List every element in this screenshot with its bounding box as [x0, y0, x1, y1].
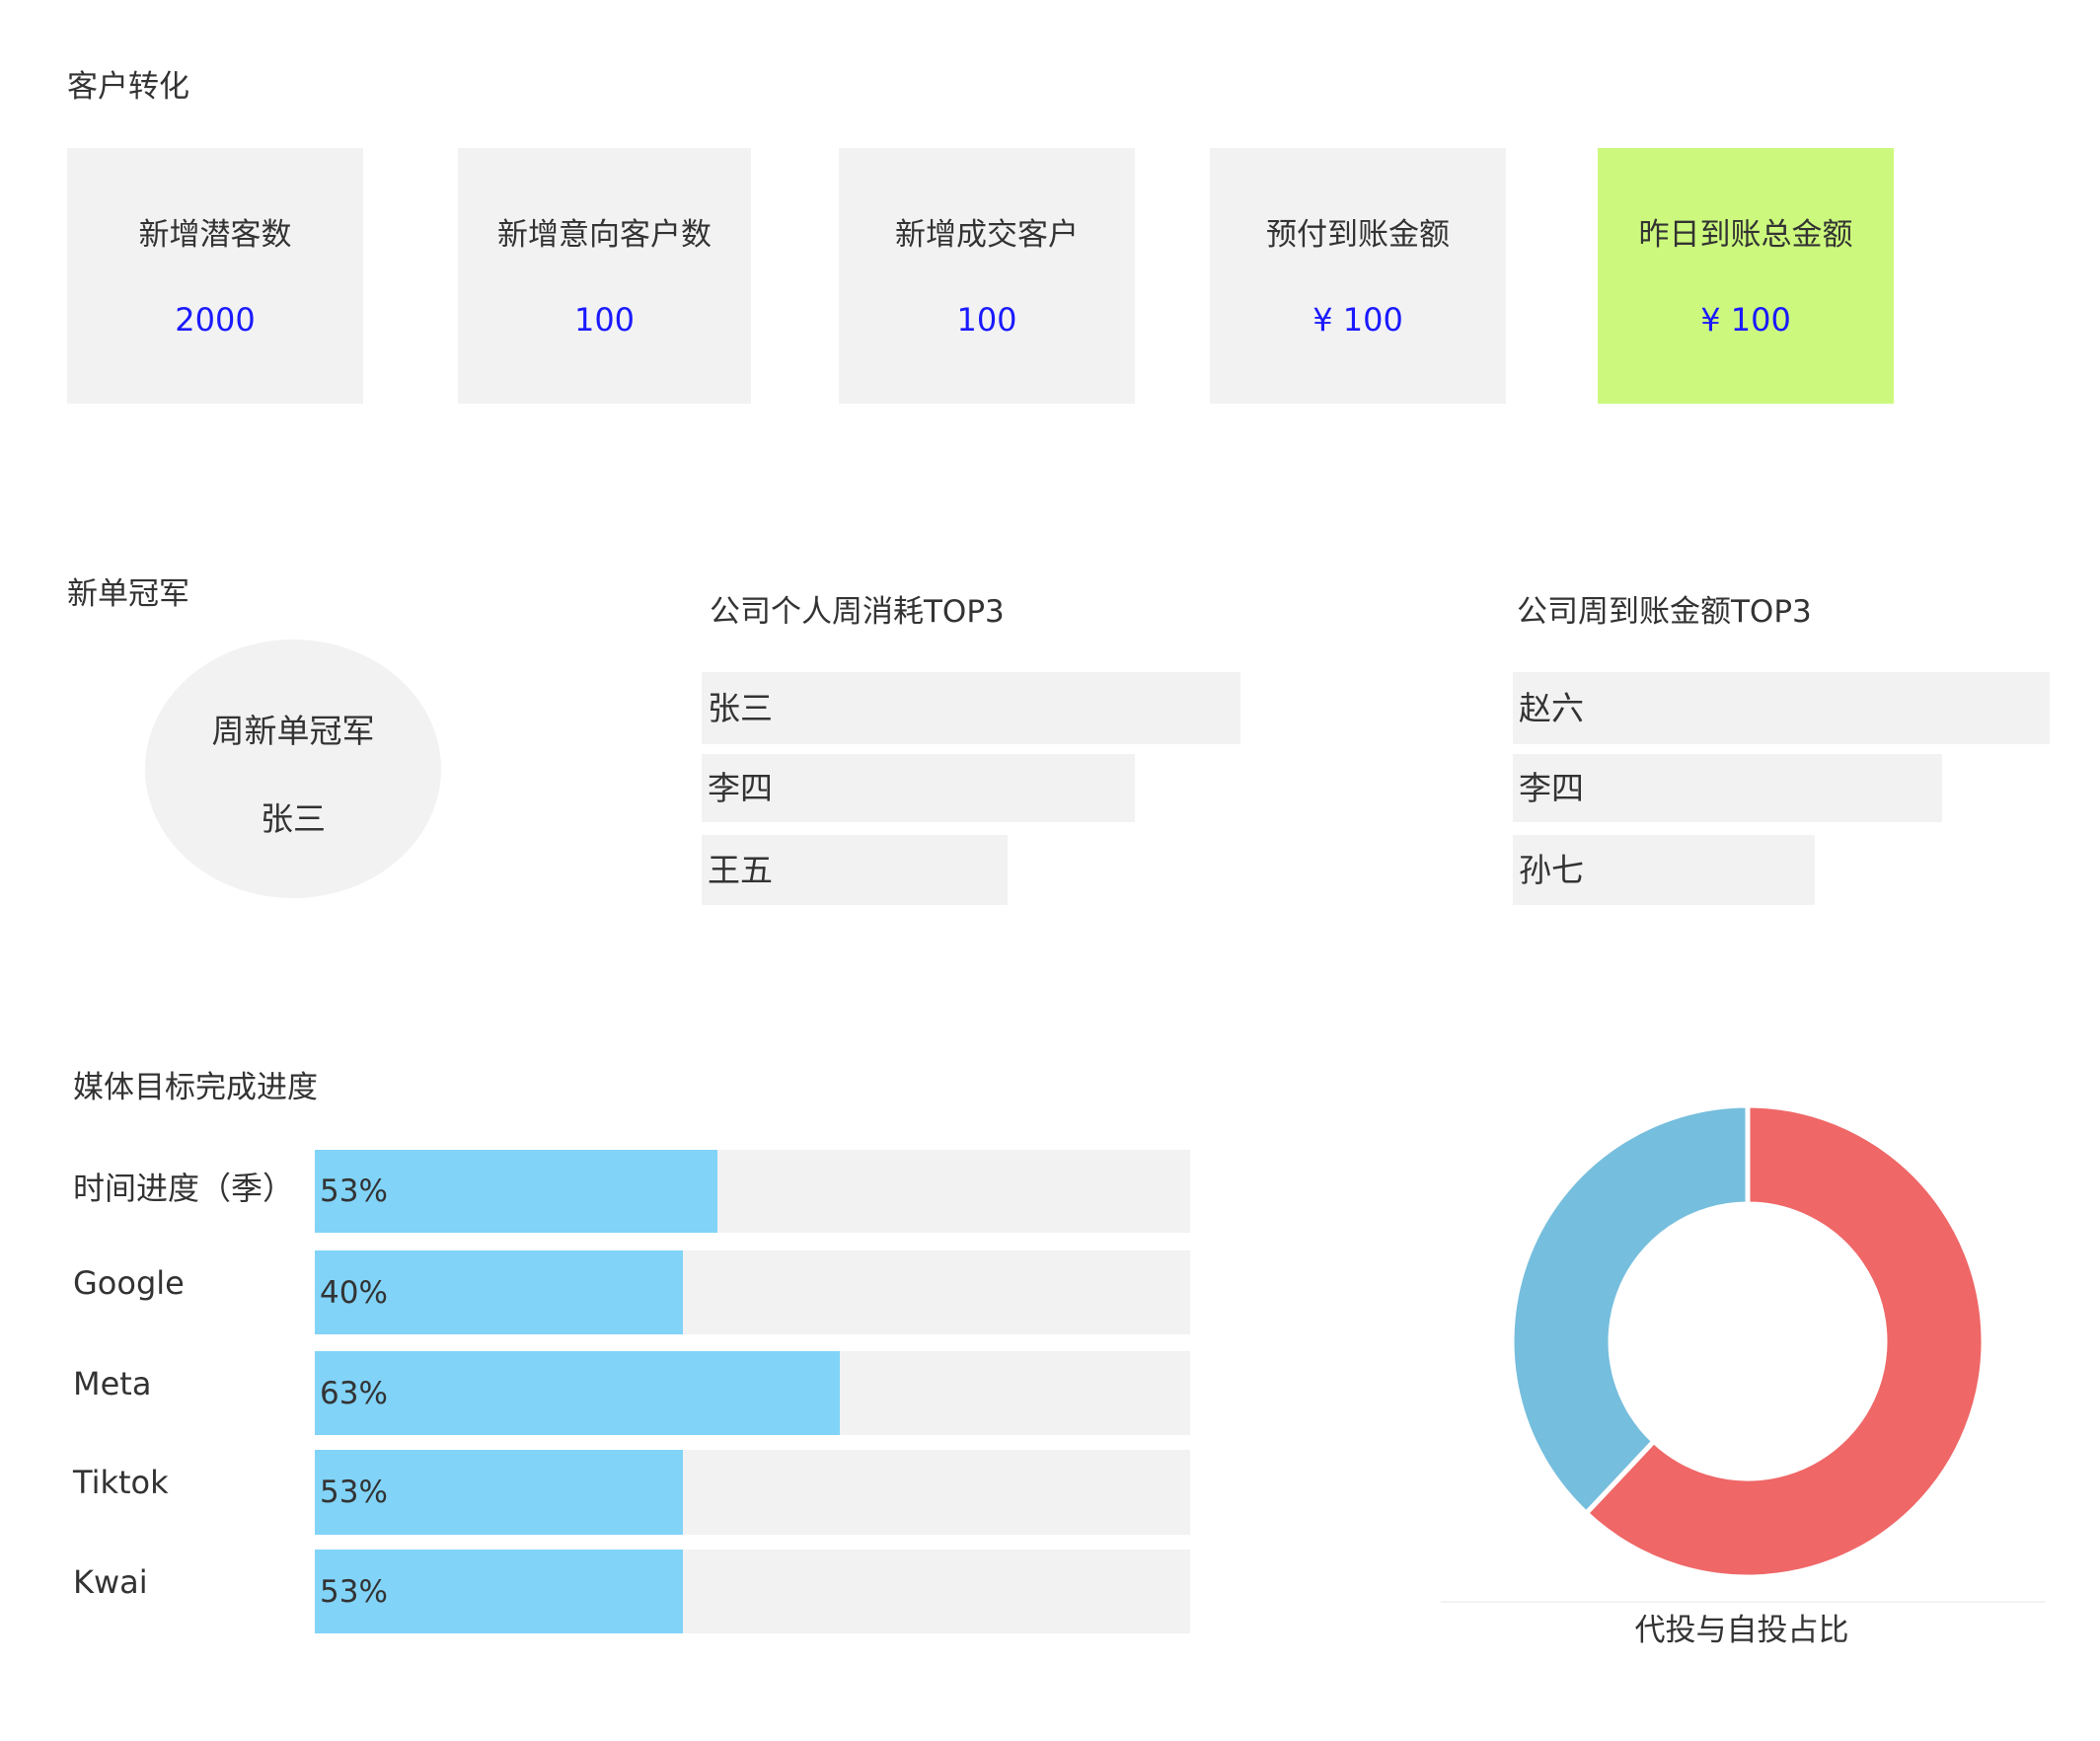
progress-bar: 53%: [315, 1150, 1190, 1233]
section-title-conversion: 客户转化: [67, 69, 189, 105]
progress-label: Meta: [73, 1365, 152, 1402]
progress-value: 53%: [320, 1573, 388, 1610]
stat-label: 昨日到账总金额: [1638, 217, 1853, 253]
champion-name: 张三: [261, 799, 326, 838]
stat-label: 新增成交客户: [895, 217, 1079, 253]
section-title-media-progress: 媒体目标完成进度: [73, 1070, 318, 1105]
donut-slice-1: [1509, 1102, 1751, 1516]
section-title-spend-top3: 公司个人周消耗TOP3: [710, 594, 1005, 630]
champion-badge: 周新单冠军 张三: [145, 640, 441, 898]
stat-value: ¥ 100: [1700, 301, 1791, 339]
champion-badge-label: 周新单冠军: [211, 712, 375, 750]
chart-title: 代投与自投占比: [1635, 1613, 1849, 1648]
stat-label: 预付到账金额: [1266, 217, 1450, 253]
stat-label: 新增潜客数: [138, 217, 292, 253]
stat-card-prepaid-amount: 预付到账金额 ¥ 100: [1210, 148, 1506, 404]
progress-bar: 63%: [315, 1351, 1190, 1435]
progress-fill: [315, 1351, 841, 1435]
stat-value: 100: [956, 301, 1017, 339]
section-title-payment-top3: 公司周到账金额TOP3: [1517, 594, 1812, 630]
stat-value: ¥ 100: [1312, 301, 1403, 339]
progress-value: 53%: [320, 1475, 388, 1510]
progress-label: Google: [73, 1264, 185, 1302]
stat-value: 100: [573, 301, 636, 339]
stat-card-yesterday-total: 昨日到账总金额 ¥ 100: [1598, 148, 1894, 404]
progress-value: 63%: [320, 1375, 388, 1411]
progress-label: 时间进度（季）: [73, 1170, 295, 1207]
progress-fill: [315, 1450, 683, 1535]
spend-rank-1: 张三: [702, 672, 1240, 744]
progress-label: Tiktok: [73, 1464, 169, 1501]
donut-chart: 代投与自投占比: [1441, 1102, 2046, 1648]
progress-fill: [315, 1150, 718, 1233]
progress-value: 40%: [320, 1274, 388, 1311]
spend-rank-3: 王五: [702, 835, 1008, 905]
donut-slice-0: [1583, 1102, 1987, 1580]
stat-card-new-leads: 新增潜客数 2000: [67, 148, 363, 404]
stat-value: 2000: [175, 301, 256, 339]
progress-bar: 40%: [315, 1250, 1190, 1334]
payment-rank-2: 李四: [1513, 754, 1942, 822]
payment-rank-1: 赵六: [1513, 672, 2050, 744]
progress-label: Kwai: [73, 1563, 148, 1601]
stat-label: 新增意向客户数: [497, 217, 712, 253]
stat-card-new-deals: 新增成交客户 100: [839, 148, 1135, 404]
payment-rank-3: 孙七: [1513, 835, 1815, 905]
stat-card-new-intent: 新增意向客户数 100: [458, 148, 751, 404]
progress-bar: 53%: [315, 1550, 1190, 1633]
progress-fill: [315, 1250, 683, 1334]
progress-value: 53%: [320, 1173, 388, 1209]
progress-bar: 53%: [315, 1450, 1190, 1535]
section-title-champion: 新单冠军: [67, 576, 189, 612]
spend-rank-2: 李四: [702, 754, 1135, 822]
progress-fill: [315, 1550, 683, 1633]
